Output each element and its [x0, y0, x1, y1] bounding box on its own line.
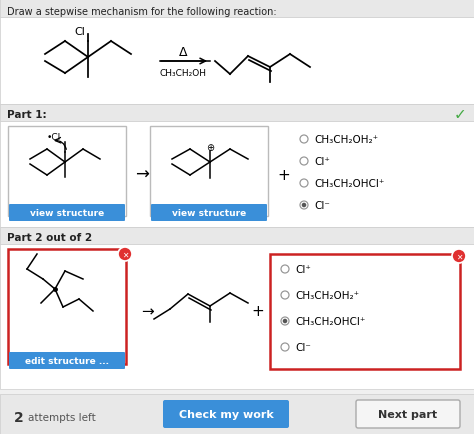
Text: +: + [252, 304, 264, 319]
Circle shape [281, 265, 289, 273]
Bar [0, 227, 474, 244]
Circle shape [452, 250, 466, 263]
Circle shape [283, 319, 287, 324]
Text: Part 2 out of 2: Part 2 out of 2 [7, 233, 92, 243]
Text: Cl⁻: Cl⁻ [295, 342, 311, 352]
Text: CH₃CH₂OH: CH₃CH₂OH [159, 68, 207, 77]
Circle shape [281, 291, 289, 299]
Bar [270, 254, 460, 369]
Circle shape [300, 136, 308, 144]
Text: Cl⁻: Cl⁻ [314, 201, 330, 210]
FancyBboxPatch shape [9, 352, 125, 369]
Bar [8, 127, 126, 217]
Text: ✕: ✕ [122, 250, 128, 259]
Bar [0, 122, 474, 227]
Text: →: → [142, 304, 155, 319]
Text: ✓: ✓ [454, 107, 466, 122]
Bar [8, 250, 126, 364]
Text: +: + [278, 167, 291, 182]
Text: view structure: view structure [30, 209, 104, 218]
Circle shape [281, 317, 289, 325]
FancyBboxPatch shape [151, 204, 267, 221]
Text: Cl⁺: Cl⁺ [314, 157, 330, 167]
Text: CH₃CH₂OHCl⁺: CH₃CH₂OHCl⁺ [314, 178, 384, 188]
Text: Part 1:: Part 1: [7, 110, 46, 120]
Text: Cl⁺: Cl⁺ [295, 264, 311, 274]
Text: Draw a stepwise mechanism for the following reaction:: Draw a stepwise mechanism for the follow… [7, 7, 277, 17]
Text: ⊕: ⊕ [206, 143, 214, 153]
FancyBboxPatch shape [9, 204, 125, 221]
Bar [0, 244, 474, 389]
Text: •Cl: •Cl [47, 133, 61, 142]
Text: attempts left: attempts left [28, 412, 96, 422]
Text: 2: 2 [14, 410, 24, 424]
Text: CH₃CH₂OHCl⁺: CH₃CH₂OHCl⁺ [295, 316, 365, 326]
FancyBboxPatch shape [356, 400, 460, 428]
Bar [0, 105, 474, 122]
Text: →: → [135, 166, 149, 184]
Text: CH₃CH₂OH₂⁺: CH₃CH₂OH₂⁺ [295, 290, 359, 300]
FancyBboxPatch shape [163, 400, 289, 428]
Bar [150, 127, 268, 217]
Circle shape [300, 201, 308, 210]
Circle shape [118, 247, 132, 261]
Circle shape [300, 158, 308, 166]
Text: edit structure ...: edit structure ... [25, 357, 109, 366]
Text: Check my work: Check my work [179, 409, 273, 419]
Circle shape [281, 343, 289, 351]
Text: Cl: Cl [74, 27, 85, 37]
Text: ✕: ✕ [456, 252, 462, 261]
Text: Next part: Next part [378, 409, 438, 419]
Bar [0, 18, 474, 105]
Circle shape [300, 180, 308, 187]
Bar [0, 0, 474, 18]
Circle shape [301, 203, 306, 208]
Text: CH₃CH₂OH₂⁺: CH₃CH₂OH₂⁺ [314, 135, 378, 145]
Text: Δ: Δ [179, 46, 187, 59]
Text: view structure: view structure [172, 209, 246, 218]
Bar [0, 394, 474, 434]
